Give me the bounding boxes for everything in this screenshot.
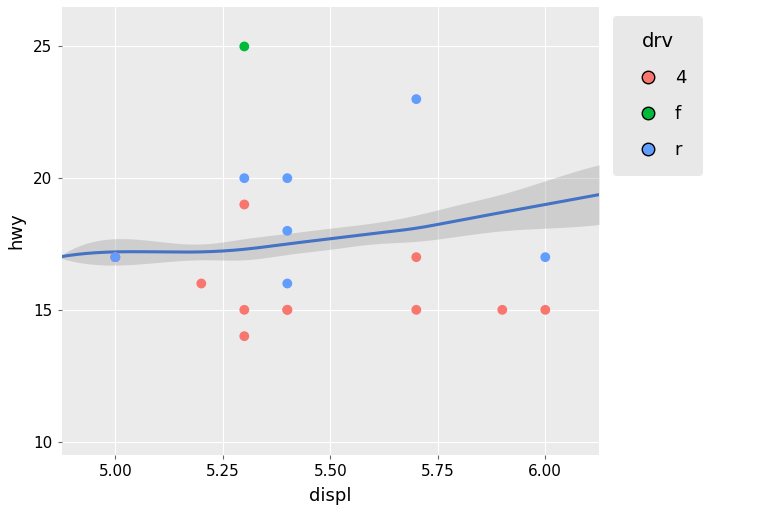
- Point: [238, 306, 250, 314]
- Point: [109, 253, 121, 261]
- Point: [410, 253, 422, 261]
- Point: [539, 253, 551, 261]
- Y-axis label: hwy: hwy: [7, 212, 25, 249]
- Point: [410, 95, 422, 103]
- Point: [109, 253, 121, 261]
- Point: [539, 306, 551, 314]
- Point: [281, 280, 293, 288]
- X-axis label: displ: displ: [309, 487, 352, 505]
- Point: [281, 227, 293, 235]
- Point: [238, 42, 250, 51]
- Point: [238, 174, 250, 182]
- Point: [238, 332, 250, 340]
- Point: [281, 174, 293, 182]
- Point: [410, 306, 422, 314]
- Legend: 4, f, r: 4, f, r: [614, 16, 703, 176]
- Point: [281, 306, 293, 314]
- Point: [281, 306, 293, 314]
- Point: [238, 200, 250, 208]
- Point: [109, 253, 121, 261]
- Point: [496, 306, 508, 314]
- Point: [195, 280, 207, 288]
